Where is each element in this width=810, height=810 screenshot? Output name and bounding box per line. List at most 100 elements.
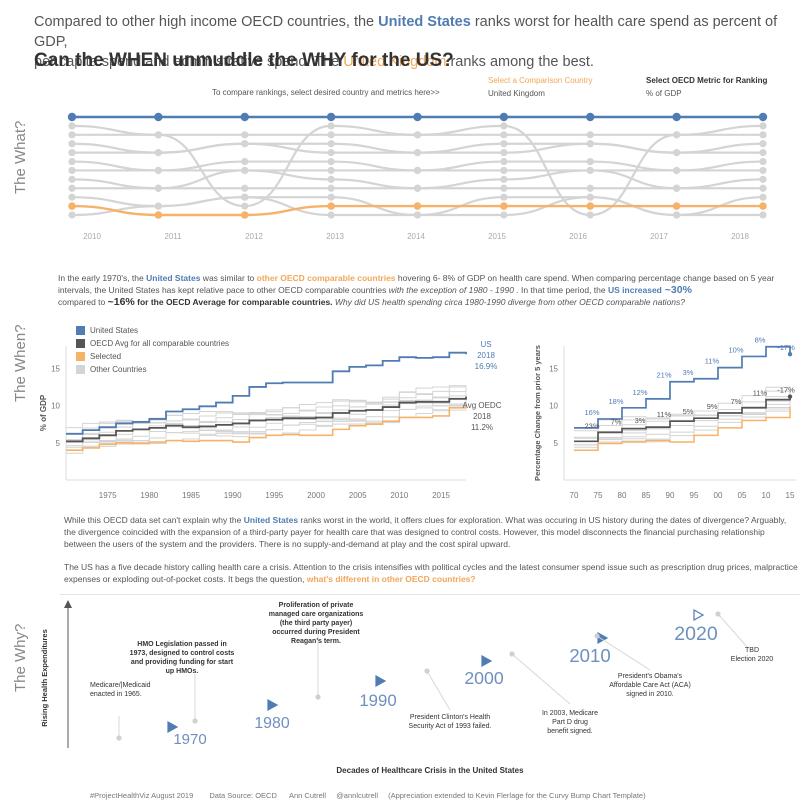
legend-item-avg[interactable]: OECD Avg for all comparable countries (76, 337, 229, 350)
country-selector[interactable]: Select a Comparison Country United Kingd… (488, 76, 593, 98)
bump-point-uk (500, 202, 508, 210)
legend-item-other[interactable]: Other Countries (76, 363, 229, 376)
bump-point-uk (759, 202, 767, 210)
bump-point-other (586, 166, 594, 175)
pct-axis: 5 10 15 70 75 80 85 90 95 00 05 10 15 Percentage Chan… (533, 345, 796, 500)
timeline-event-text: President's Obama's Affordable Care Act (… (609, 673, 691, 698)
bump-point-other (68, 193, 76, 201)
bump-point-other (759, 149, 767, 157)
timeline-event-text: In 2003, Medicare Part D drug benefit sign… (542, 710, 598, 735)
bump-point-other (413, 184, 422, 192)
footer-handle[interactable]: @annlcutrell (336, 791, 378, 800)
bump-chart: 2010 2011 2012 2013 2014 2015 2016 2017 2018 (67, 112, 768, 241)
timeline-event-dot (715, 611, 721, 617)
gdp-x-tick: 1990 (224, 491, 242, 500)
pct-label-avg: -17% (777, 386, 795, 395)
pct-label-us: 21% (656, 371, 671, 380)
bump-point-other (500, 184, 508, 192)
paragraph-crisis: The US has a five decade history calling… (64, 562, 798, 584)
pct-line-other (574, 410, 791, 451)
pct-label-avg: 7% (731, 397, 742, 406)
legend: United States OECD Avg for all comparabl… (76, 324, 229, 376)
pct-labels: 16% 18% 12% 21% 3% 11% 10% 8% -17% 23% 7% 3% 11% 5% 9%… (584, 336, 795, 431)
pct-series (574, 345, 793, 451)
bump-point-other (327, 184, 335, 192)
timeline-decade-label: 2020 (674, 623, 718, 645)
footer: #ProjectHealthViz August 2019 Data Sourc… (90, 791, 646, 800)
footer-credit: (Appreciation extended to Kevin Flerlage… (388, 791, 646, 800)
bump-x-tick: 2016 (569, 232, 587, 241)
bump-point-other (327, 140, 335, 148)
metric-selector-label: Select OECD Metric for Ranking (646, 76, 768, 85)
legend-item-selected[interactable]: Selected (76, 350, 229, 363)
bump-point-us (413, 112, 422, 122)
timeline-event-text: HMO Legislation passed in 1973, designed … (130, 641, 235, 675)
bump-point-other (759, 211, 767, 219)
gdp-y-label: % of GDP (39, 394, 48, 431)
timeline-decade-label: 1980 (254, 715, 290, 732)
pct-label-us: 8% (755, 336, 766, 345)
gdp-step-chart: 5 10 15 1975 1980 1985 1990 1995 2000 2005 2010 201… (39, 340, 502, 500)
uk-highlight: United Kingdom (343, 54, 447, 70)
bump-point-us (672, 112, 681, 122)
bump-point-other (241, 184, 249, 192)
pct-y-tick: 15 (549, 364, 558, 373)
bump-point-other (68, 184, 76, 192)
country-selector-value[interactable]: United Kingdom (488, 89, 545, 98)
bump-point-other (759, 175, 767, 183)
timeline-arrow-icon (375, 674, 387, 688)
bump-point-other (586, 193, 594, 201)
divider (60, 594, 800, 595)
timeline-event-dot (116, 735, 122, 741)
pct-line-avg (574, 396, 791, 443)
timeline-y-arrow (64, 600, 72, 608)
bump-point-other (759, 184, 767, 192)
gdp-line-us (66, 351, 467, 435)
bump-point-us (154, 112, 163, 122)
bump-x-tick: 2018 (731, 232, 749, 241)
pct-y-label: Percentage Change from prior 5 years (533, 345, 542, 481)
metric-selector[interactable]: Select OECD Metric for Ranking % of GDP (646, 76, 767, 98)
gdp-annotation-avg: 11.2% (471, 423, 493, 432)
pct-label-avg: 11% (753, 389, 768, 398)
gdp-x-tick: 2000 (307, 491, 325, 500)
bump-point-other (586, 157, 594, 166)
bump-point-other (68, 175, 76, 183)
bump-x-tick: 2014 (407, 232, 425, 241)
bump-point-other (68, 211, 76, 219)
pct-label-us: 12% (632, 388, 647, 397)
pct-x-tick: 05 (738, 491, 747, 500)
bump-point-other (154, 166, 162, 175)
bump-point-other (241, 193, 249, 201)
pct-change-chart: 5 10 15 70 75 80 85 90 95 00 05 10 15 Percentage Chan… (533, 336, 796, 500)
gdp-series (66, 351, 467, 454)
timeline-decade-label: 1970 (173, 731, 206, 748)
bump-point-us (586, 112, 595, 122)
bump-point-other (241, 202, 249, 210)
bump-x-tick: 2012 (245, 232, 263, 241)
timeline-arrow-icon (167, 720, 179, 734)
legend-item-us[interactable]: United States (76, 324, 229, 337)
pct-line-other (574, 386, 791, 432)
pct-label-us: 10% (728, 345, 743, 354)
pct-label-us: 3% (683, 368, 694, 377)
gdp-annotation-us: 2018 (477, 351, 495, 360)
bump-point-other (68, 122, 76, 130)
bump-point-other (500, 122, 508, 130)
bump-point-other (327, 175, 335, 183)
timeline-event-dot (509, 651, 515, 657)
timeline-event-text: Proliferation of private managed care org… (269, 602, 364, 645)
bump-x-tick: 2011 (164, 232, 182, 241)
timeline-event-dot (192, 718, 198, 724)
pct-label-avg: 9% (707, 402, 718, 411)
metric-selector-value[interactable]: % of GDP (646, 89, 682, 98)
bump-point-other (586, 131, 594, 139)
bump-point-other (500, 140, 508, 148)
timeline-decade-label: 2010 (569, 645, 610, 666)
bump-point-other (327, 131, 335, 139)
gdp-annotations: US 2018 16.9% Avg OEDC 2018 11.2% (463, 340, 502, 432)
bump-highlight-series (67, 112, 768, 219)
bump-point-us (499, 112, 509, 122)
timeline-x-label: Decades of Healthcare Crisis in the Unit… (336, 766, 524, 775)
bump-point-other (154, 149, 162, 157)
